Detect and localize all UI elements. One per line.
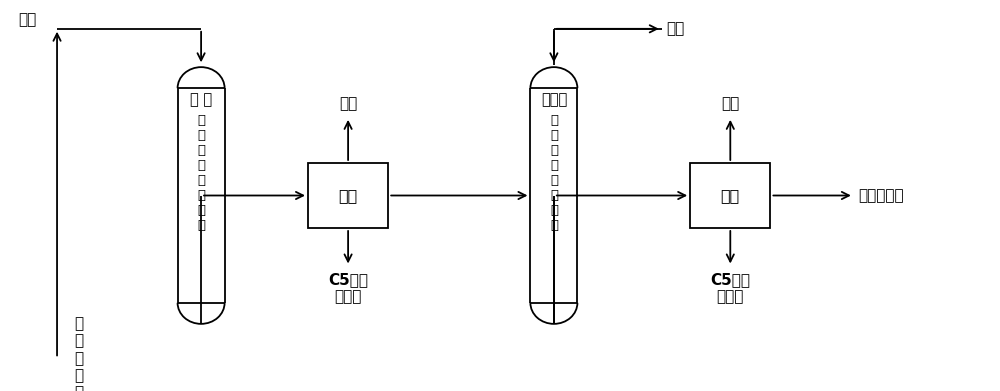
Text: 分离: 分离 [721, 188, 740, 203]
Text: C5以上
液态烷: C5以上 液态烷 [328, 272, 368, 305]
Text: 分离: 分离 [338, 188, 358, 203]
Text: 碳
四
液
化
气: 碳 四 液 化 气 [74, 316, 83, 391]
Text: 氢气: 氢气 [18, 12, 36, 27]
Text: 丁 烯: 丁 烯 [190, 92, 212, 107]
Text: 选
择
芳
构
化
反
应
器: 选 择 芳 构 化 反 应 器 [550, 113, 558, 231]
Text: 低
温
芳
构
化
反
应
器: 低 温 芳 构 化 反 应 器 [197, 113, 205, 231]
Text: C5以上
液态烷: C5以上 液态烷 [710, 272, 750, 305]
Text: 异丁烷: 异丁烷 [541, 92, 567, 107]
Text: 氢气: 氢气 [721, 96, 739, 111]
Bar [308, 163, 388, 228]
Text: 氢气: 氢气 [667, 22, 685, 36]
Bar [690, 163, 770, 228]
Text: 蒸汽裂解料: 蒸汽裂解料 [859, 188, 904, 203]
Text: 氢气: 氢气 [339, 96, 357, 111]
